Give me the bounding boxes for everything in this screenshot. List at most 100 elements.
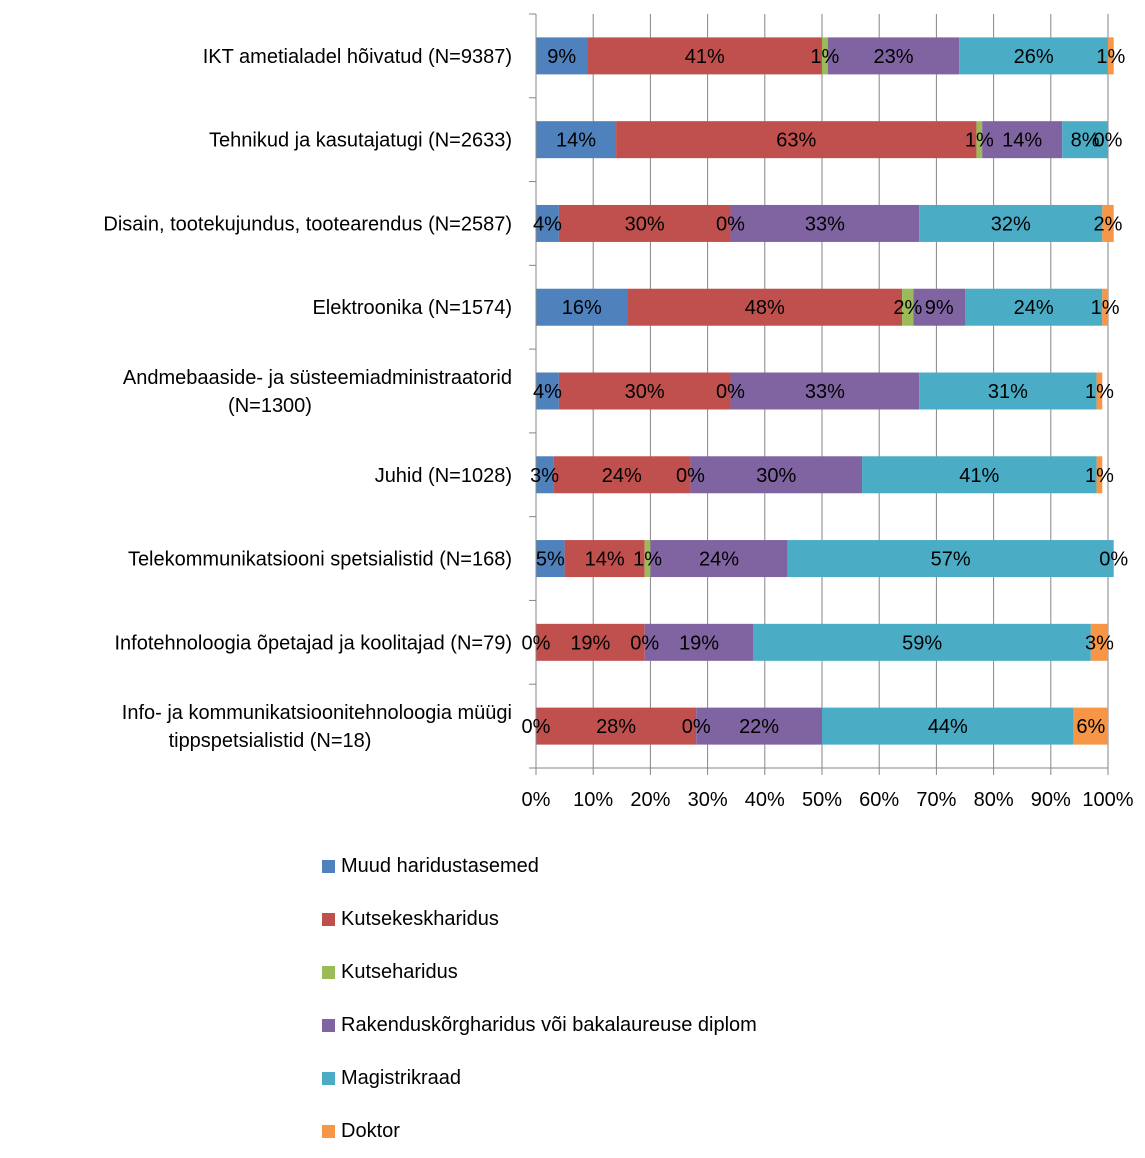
data-label: 16% — [562, 297, 602, 319]
legend-item: Doktor — [322, 1105, 757, 1158]
bar-segment — [982, 121, 1063, 159]
data-label: 22% — [739, 716, 779, 738]
category-labels: IKT ametialadel hõivatud (N=9387) Tehniku… — [103, 46, 512, 752]
data-label: 0% — [522, 716, 551, 738]
data-label: 19% — [570, 632, 610, 654]
data-label: 14% — [556, 130, 596, 152]
data-label: 32% — [991, 213, 1031, 235]
x-tick-label: 0% — [522, 789, 551, 811]
legend-swatch — [322, 1019, 335, 1032]
data-label: 24% — [602, 465, 642, 487]
bar-segment — [696, 707, 822, 745]
bar-segment — [902, 288, 914, 326]
data-label: 4% — [533, 213, 562, 235]
category-label: Elektroonika (N=1574) — [312, 297, 512, 319]
bar-segment — [787, 540, 1114, 578]
x-tick-label: 10% — [573, 789, 613, 811]
data-label: 30% — [625, 213, 665, 235]
legend-item: Magistrikraad — [322, 1052, 757, 1105]
data-label: 33% — [805, 381, 845, 403]
x-tick-label: 70% — [916, 789, 956, 811]
category-label: tippspetsialistid (N=18) — [169, 730, 372, 752]
legend-item: Kutseharidus — [322, 946, 757, 999]
data-label: 23% — [873, 46, 913, 68]
bar-segment — [536, 288, 628, 326]
legend-swatch — [322, 966, 335, 979]
x-tick-label: 100% — [1082, 789, 1133, 811]
data-label: 0% — [676, 465, 705, 487]
data-label: 1% — [1096, 46, 1125, 68]
data-label: 44% — [928, 716, 968, 738]
legend-swatch — [322, 860, 335, 873]
data-label: 59% — [902, 632, 942, 654]
legend-item: Rakenduskõrgharidus või bakalaureuse dip… — [322, 999, 757, 1052]
bar-segment — [919, 204, 1103, 242]
legend-label: Rakenduskõrgharidus või bakalaureuse dip… — [341, 1014, 757, 1036]
bar-segment — [1062, 121, 1108, 159]
bar-segment — [1096, 456, 1103, 494]
data-label: 0% — [522, 632, 551, 654]
category-label: Andmebaaside- ja süsteemiadministraatori… — [123, 367, 512, 389]
bar-segment — [862, 456, 1097, 494]
bar-segment — [959, 37, 1108, 75]
bar-segment — [753, 623, 1091, 661]
data-label: 14% — [1002, 130, 1042, 152]
bar-segment — [536, 204, 559, 242]
legend-swatch — [322, 913, 335, 926]
data-label: 4% — [533, 381, 562, 403]
data-label: 6% — [1076, 716, 1105, 738]
x-tick-labels: 0% 10% 20% 30% 40% 50% 60% 70% 80% 90% 100% — [522, 789, 1134, 811]
bar-segment — [650, 540, 788, 578]
data-labels: 9% 41% 1% 23% 26% 1%14% 63% 1% 14% 8%0%4% 30% 0% 33%… — [522, 46, 1129, 738]
bar-segment — [644, 623, 754, 661]
data-label: 5% — [536, 549, 565, 571]
data-label: 0% — [1099, 549, 1128, 571]
bar-segment — [1108, 37, 1114, 75]
bar-segment — [536, 121, 617, 159]
data-label: 9% — [925, 297, 954, 319]
bar-segment — [536, 37, 588, 75]
data-label: 63% — [776, 130, 816, 152]
bar-segment — [627, 288, 903, 326]
legend: Muud haridustasemed Kutsekeskharidus Kutse… — [322, 840, 757, 1158]
x-tick-label: 50% — [802, 789, 842, 811]
legend-swatch — [322, 1125, 335, 1138]
data-label: 2% — [893, 297, 922, 319]
data-label: 3% — [530, 465, 559, 487]
data-label: 41% — [959, 465, 999, 487]
bar-segment — [1090, 623, 1108, 661]
x-tick-label: 40% — [745, 789, 785, 811]
legend-label: Doktor — [341, 1120, 400, 1142]
category-label: (N=1300) — [228, 395, 312, 417]
data-label: 0% — [716, 381, 745, 403]
category-label: Tehnikud ja kasutajatugi (N=2633) — [209, 130, 512, 152]
data-label: 9% — [547, 46, 576, 68]
data-label: 0% — [716, 213, 745, 235]
category-label: IKT ametialadel hõivatud (N=9387) — [203, 46, 512, 68]
data-label: 14% — [585, 549, 625, 571]
data-label: 30% — [756, 465, 796, 487]
bars — [536, 37, 1114, 745]
data-label: 41% — [685, 46, 725, 68]
bar-segment — [1096, 372, 1103, 410]
bar-segment — [536, 623, 645, 661]
bar-segment — [690, 456, 863, 494]
legend-item: Kutsekeskharidus — [322, 893, 757, 946]
bar-segment — [1073, 707, 1108, 745]
data-label: 57% — [931, 549, 971, 571]
data-label: 33% — [805, 213, 845, 235]
bar-segment — [587, 37, 822, 75]
bar-segment — [913, 288, 965, 326]
category-label: Infotehnoloogia õpetajad ja koolitajad (… — [114, 632, 512, 654]
data-label: 0% — [682, 716, 711, 738]
x-tick-label: 60% — [859, 789, 899, 811]
x-tick-label: 30% — [688, 789, 728, 811]
legend-item: Muud haridustasemed — [322, 840, 757, 893]
data-label: 1% — [1085, 381, 1114, 403]
stacked-bar-chart: IKT ametialadel hõivatud (N=9387) Tehniku… — [103, 13, 1134, 811]
data-label: 28% — [596, 716, 636, 738]
data-label: 2% — [1094, 213, 1123, 235]
data-label: 3% — [1085, 632, 1114, 654]
data-label: 26% — [1014, 46, 1054, 68]
data-label: 30% — [625, 381, 665, 403]
